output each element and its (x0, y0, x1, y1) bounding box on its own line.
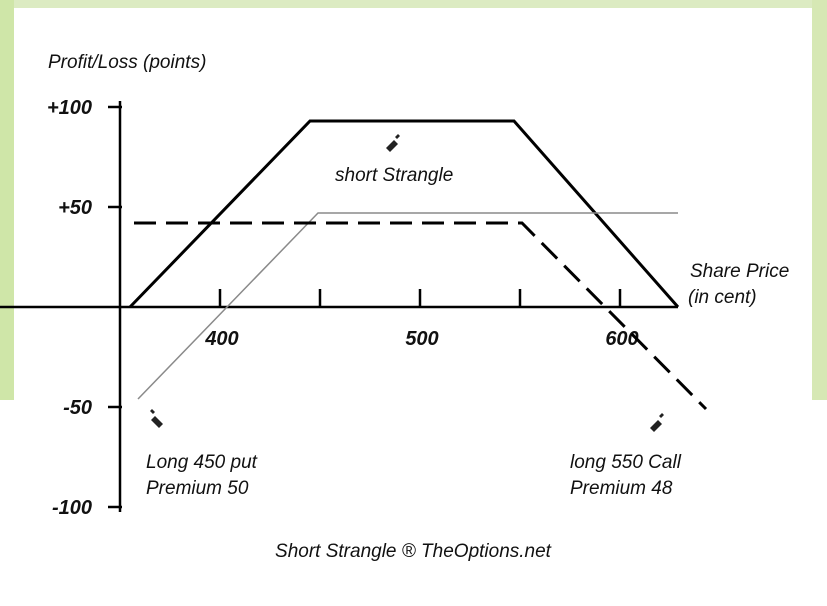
series-label: short Strangle (335, 165, 453, 186)
y-tick-label: +100 (47, 97, 92, 119)
footer: Short Strangle ® TheOptions.net (275, 541, 552, 562)
x-tick-label: 600 (605, 328, 638, 350)
series-note: Premium 50 (146, 478, 249, 499)
y-tick-label: -50 (63, 397, 92, 419)
x-tick-label: 400 (204, 328, 238, 350)
right-decoration (812, 0, 827, 400)
left-decoration (0, 0, 14, 400)
y-tick-label: -100 (52, 497, 92, 519)
chart: Profit/Loss (points) Share Price (in cen… (0, 0, 827, 601)
y-tick-label: +50 (58, 197, 92, 219)
x-axis-label: (in cent) (688, 287, 757, 308)
top-decoration (14, 0, 812, 8)
y-axis-label: Profit/Loss (points) (48, 52, 206, 73)
series-label: Long 450 put (146, 452, 258, 473)
series-label: long 550 Call (570, 452, 682, 473)
x-axis-label: Share Price (690, 261, 789, 282)
x-tick-label: 500 (405, 328, 438, 350)
series-note: Premium 48 (570, 478, 673, 499)
